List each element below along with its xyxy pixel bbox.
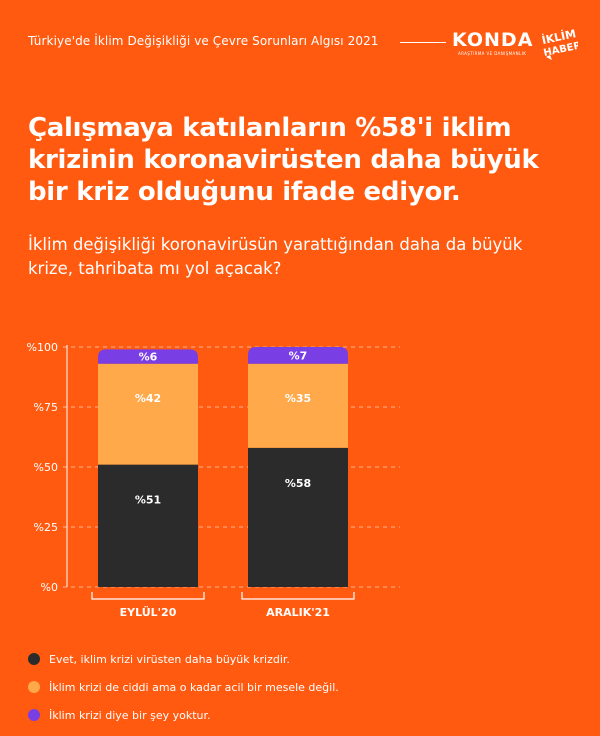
data-label: %7: [289, 349, 308, 362]
y-tick-label: %100: [27, 341, 58, 354]
legend-swatch-serious: [28, 681, 40, 693]
legend-item-serious: İklim krizi de ciddi ama o kadar acil bi…: [28, 680, 339, 694]
header: Türkiye'de İklim Değişikliği ve Çevre So…: [0, 0, 600, 80]
legend-swatch-none: [28, 709, 40, 721]
y-tick-label: %0: [41, 581, 58, 594]
x-tick-label: EYLÜL'20: [120, 605, 177, 619]
bar-segment-yes: [98, 464, 198, 587]
data-label: %42: [135, 392, 161, 405]
survey-question: İklim değişikliği koronavirüsün yarattığ…: [28, 235, 523, 278]
y-tick-label: %75: [34, 401, 58, 414]
headline: Çalışmaya katılanların %58'i iklim krizi…: [28, 113, 539, 207]
stacked-bar-chart: %51 %42 %6 %58 %35 %7 %0 %25 %50 %75 %100 EYLÜL'20…: [27, 341, 400, 619]
legend-swatch-yes: [28, 653, 40, 665]
bar-segment-none: [98, 349, 198, 364]
data-label: %6: [139, 351, 158, 364]
x-tick-label: ARALIK'21: [266, 606, 330, 619]
bar-segment-serious: [98, 363, 198, 465]
category-bracket: [241, 592, 355, 600]
header-divider: [400, 42, 446, 43]
data-label: %58: [285, 477, 311, 490]
legend-item-yes: Evet, iklim krizi virüsten daha büyük kr…: [28, 652, 339, 666]
y-tick-label: %50: [34, 461, 58, 474]
legend: Evet, iklim krizi virüsten daha büyük kr…: [28, 652, 339, 736]
legend-item-none: İklim krizi diye bir şey yoktur.: [28, 708, 339, 722]
data-label: %35: [285, 392, 311, 405]
bar-segment-serious: [248, 363, 348, 448]
konda-logo: KONDA ARAŞTIRMA VE DANIŞMANLIK: [452, 29, 534, 56]
legend-label-none: İklim krizi diye bir şey yoktur.: [49, 708, 211, 722]
category-bracket: [91, 592, 205, 600]
bar-segment-yes: [248, 447, 348, 587]
y-tick-label: %25: [34, 521, 58, 534]
report-title: Türkiye'de İklim Değişikliği ve Çevre So…: [28, 34, 379, 48]
bar-segment-none: [248, 347, 348, 364]
legend-label-serious: İklim krizi de ciddi ama o kadar acil bi…: [49, 680, 339, 694]
data-label: %51: [135, 494, 161, 507]
legend-label-yes: Evet, iklim krizi virüsten daha büyük kr…: [49, 652, 290, 666]
iklim-haber-logo: İKLİM HABER: [540, 26, 578, 60]
